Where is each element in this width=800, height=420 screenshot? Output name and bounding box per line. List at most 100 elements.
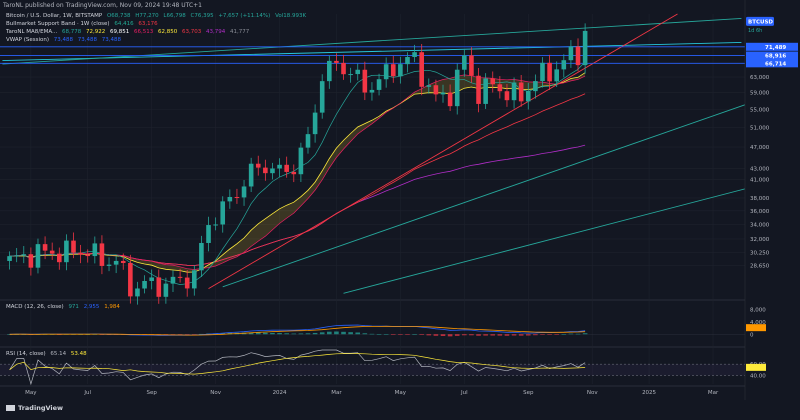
rsi-legend[interactable]: RSI (14, close) 65.14 53.48 bbox=[6, 351, 90, 358]
candle-body bbox=[71, 240, 76, 253]
legend-symbol: Bitcoin / U.S. Dollar, 1W, BITSTAMP O68,… bbox=[6, 13, 309, 20]
macd-histogram-bar bbox=[348, 332, 353, 335]
time-axis-tick: Nov bbox=[587, 390, 598, 396]
candle-body bbox=[533, 81, 538, 92]
rsi-band bbox=[0, 364, 745, 376]
macd-label: MACD (12, 26, close) bbox=[6, 304, 64, 310]
tradingview-logo[interactable]: TradingView bbox=[6, 404, 63, 412]
legend-symbol-high: H77,270 bbox=[135, 13, 159, 19]
macd-histogram-bar bbox=[533, 334, 538, 336]
candle-body bbox=[298, 147, 304, 175]
legend-indicator-value: 69,851 bbox=[110, 29, 130, 35]
candle-body bbox=[128, 263, 133, 297]
legend-symbol-volume: Vol18.993K bbox=[275, 13, 307, 19]
price-axis-tick: 59,000 bbox=[750, 91, 770, 97]
candle-body bbox=[21, 254, 27, 256]
candle-body bbox=[255, 163, 261, 168]
price-axis-tick: 55,000 bbox=[750, 107, 770, 113]
candle-body bbox=[120, 260, 126, 264]
time-axis-tick: Mar bbox=[708, 390, 719, 396]
rsi-axis-tick: 40.00 bbox=[750, 374, 766, 380]
candle-body bbox=[348, 74, 353, 76]
rsi-label: RSI (14, close) bbox=[6, 351, 46, 357]
price-axis-tick: 32,000 bbox=[750, 237, 770, 243]
macd-histogram-bar bbox=[419, 334, 424, 335]
rsi-ma-line bbox=[9, 353, 586, 375]
macd-histogram-bar bbox=[327, 331, 332, 335]
candle-body bbox=[334, 60, 339, 63]
legend-indicator-value: 66,513 bbox=[134, 29, 154, 35]
macd-histogram-bar bbox=[568, 333, 574, 335]
macd-histogram-bar bbox=[426, 334, 432, 336]
price-level-label: 66,714 bbox=[765, 61, 786, 67]
candle-body bbox=[277, 164, 282, 169]
candle-body bbox=[28, 254, 34, 268]
legend-indicator-bull-band[interactable]: Bullmarket Support Band · 1W (close) 64,… bbox=[6, 21, 161, 28]
macd-histogram-bar bbox=[405, 334, 410, 335]
candle-body bbox=[177, 276, 183, 278]
candle-body bbox=[319, 81, 325, 113]
macd-histogram-bar bbox=[177, 334, 183, 335]
macd-histogram-bar bbox=[511, 334, 517, 336]
candle-body bbox=[525, 91, 531, 102]
legend-indicator-value: 63,703 bbox=[182, 29, 202, 35]
macd-axis-tick: 4,000 bbox=[750, 320, 766, 326]
macd-histogram-bar bbox=[291, 333, 297, 335]
macd-histogram-bar bbox=[319, 332, 325, 335]
candle-body bbox=[312, 112, 318, 135]
macd-histogram-bar bbox=[540, 334, 545, 335]
macd-value-hist: 971 bbox=[68, 304, 79, 310]
macd-histogram-bar bbox=[518, 334, 524, 336]
candle-body bbox=[433, 85, 439, 95]
macd-histogram-bar bbox=[192, 334, 197, 335]
candle-body bbox=[7, 256, 12, 261]
candle-body bbox=[419, 52, 424, 87]
macd-histogram-bar bbox=[184, 334, 190, 335]
candle-body bbox=[575, 46, 581, 66]
price-level-label-bg bbox=[746, 51, 798, 60]
time-axis-tick: Mar bbox=[331, 390, 342, 396]
macd-histogram-bar bbox=[504, 334, 510, 336]
legend-indicator-vwap[interactable]: VWAP (Session) 73,488 73,488 73,488 bbox=[6, 37, 124, 44]
candle-body bbox=[383, 64, 389, 80]
symbol-tag: BTCUSD bbox=[748, 19, 773, 25]
time-axis-tick: Jul bbox=[460, 390, 468, 396]
candle-body bbox=[291, 171, 297, 175]
price-axis-panel bbox=[745, 0, 800, 416]
candle-body bbox=[85, 254, 91, 257]
legend-indicator-value: 73,488 bbox=[53, 37, 74, 43]
candle-body bbox=[440, 92, 446, 95]
candle-body bbox=[227, 196, 233, 202]
legend-indicator-value: 41,777 bbox=[230, 29, 250, 35]
price-axis-tick: 63,000 bbox=[750, 75, 770, 81]
macd-histogram-bar bbox=[462, 334, 467, 336]
macd-histogram-bar bbox=[440, 334, 446, 337]
candle-body bbox=[241, 186, 247, 198]
macd-histogram-bar bbox=[454, 334, 460, 336]
candle-body bbox=[476, 75, 481, 104]
legend-indicator-value: 73,488 bbox=[77, 37, 98, 43]
candle-body bbox=[497, 84, 503, 92]
symbol-tag-bg bbox=[746, 16, 774, 26]
macd-legend[interactable]: MACD (12, 26, close) 971 2,955 1,984 bbox=[6, 304, 123, 311]
macd-histogram-bar bbox=[255, 332, 261, 335]
candle-body bbox=[113, 260, 119, 265]
candle-body bbox=[220, 201, 226, 225]
legend-indicator-ma[interactable]: TaroNL MA8/EMA... 68,778 72,922 69,851 6… bbox=[6, 29, 252, 36]
candle-body bbox=[14, 255, 19, 257]
candle-body bbox=[469, 55, 474, 76]
macd-histogram-bar bbox=[341, 331, 346, 335]
macd-axis-tick: 8,000 bbox=[750, 308, 766, 314]
candle-body bbox=[263, 167, 268, 174]
candle-body bbox=[405, 57, 410, 65]
macd-histogram-bar bbox=[284, 333, 289, 335]
price-level-label-bg bbox=[746, 42, 798, 51]
candle-body bbox=[56, 253, 62, 263]
rsi-value: 65.14 bbox=[50, 351, 67, 357]
time-axis-tick: May bbox=[25, 390, 37, 396]
legend-symbol-label: Bitcoin / U.S. Dollar, 1W, BITSTAMP bbox=[6, 13, 103, 19]
macd-histogram-bar bbox=[561, 334, 567, 335]
legend-indicator-value: 72,922 bbox=[86, 29, 106, 35]
candle-body bbox=[369, 89, 375, 93]
